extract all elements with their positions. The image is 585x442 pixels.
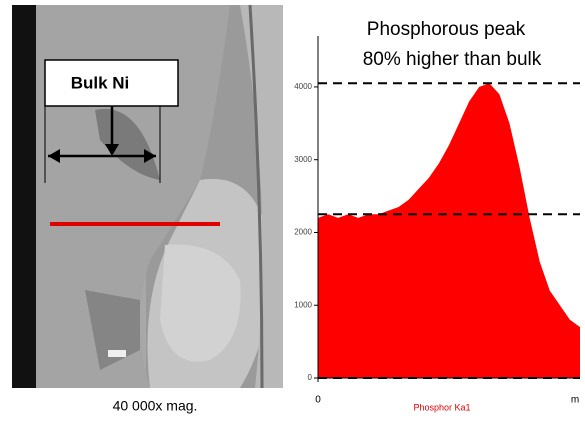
x-unit: m <box>571 395 579 406</box>
y-tick-label: 1000 <box>294 300 312 309</box>
y-tick-label: 3000 <box>294 155 312 164</box>
image-label: Bulk Ni <box>71 73 130 92</box>
area <box>318 83 580 378</box>
chart-title: Phosphorous peak <box>367 19 526 40</box>
image-caption: 40 000x mag. <box>113 398 198 414</box>
sem-image <box>12 4 283 389</box>
y-tick-label: 2000 <box>294 228 312 237</box>
y-tick-label: 0 <box>308 373 313 382</box>
x-axis-label: Phosphor Ka1 <box>413 402 470 412</box>
chart-title: 80% higher than bulk <box>363 49 542 70</box>
x-tick-label: 0 <box>315 395 321 406</box>
y-tick-label: 4000 <box>294 82 312 91</box>
